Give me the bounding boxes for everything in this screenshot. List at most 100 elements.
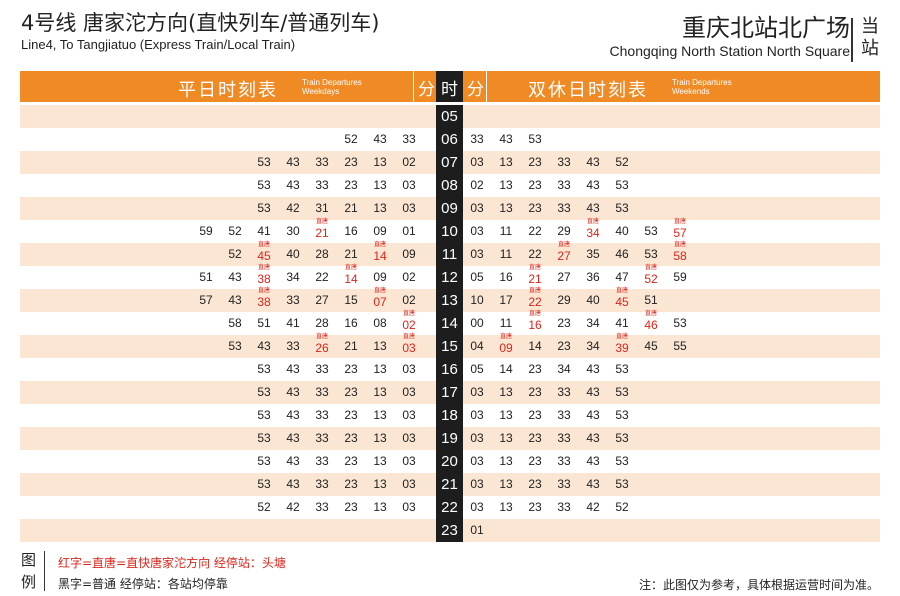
departure-minute: 57 (199, 293, 213, 307)
departure-minute: 43 (286, 155, 300, 169)
departure-minute: 03 (470, 155, 484, 169)
weekend-departure: 33 (551, 427, 577, 450)
weekend-departure: 11 (493, 243, 519, 266)
weekday-departure: 03 (396, 358, 422, 381)
weekday-departure: 09 (396, 243, 422, 266)
express-tag: 直唐 (586, 218, 599, 225)
departure-minute: 58 (673, 249, 687, 263)
departure-minute: 33 (315, 362, 329, 376)
weekend-departure: 23 (522, 450, 548, 473)
hour-cell: 16 (441, 361, 458, 378)
departure-minute: 42 (586, 500, 600, 514)
weekend-departure: 05 (464, 358, 490, 381)
departure-minute: 53 (615, 178, 629, 192)
weekday-departure: 13 (367, 473, 393, 496)
departure-minute: 43 (586, 155, 600, 169)
weekday-departure: 33 (309, 473, 335, 496)
departure-minute: 33 (557, 477, 571, 491)
departure-minute: 51 (199, 270, 213, 284)
departure-minute: 16 (499, 270, 513, 284)
weekend-departure-express: 直唐 09 (493, 333, 519, 358)
departure-minute: 09 (373, 270, 387, 284)
express-tag: 直唐 (557, 241, 570, 248)
departure-minute: 23 (528, 201, 542, 215)
weekday-departure: 21 (338, 335, 364, 358)
weekday-departure: 13 (367, 404, 393, 427)
weekend-departure: 35 (580, 243, 606, 266)
weekday-departure: 21 (338, 243, 364, 266)
departure-minute: 43 (286, 477, 300, 491)
departure-minute: 03 (402, 477, 416, 491)
weekday-departure: 23 (338, 450, 364, 473)
departure-minute: 36 (586, 270, 600, 284)
weekday-departure: 43 (280, 404, 306, 427)
weekend-departure-express: 直唐 45 (609, 287, 635, 312)
weekday-title: 平日时刻表 (178, 80, 278, 101)
weekend-departure: 52 (609, 151, 635, 174)
departure-minute: 03 (470, 201, 484, 215)
departure-minute: 23 (344, 178, 358, 192)
departure-minute: 13 (373, 500, 387, 514)
departure-minute: 14 (344, 272, 358, 286)
departure-minute: 51 (257, 316, 271, 330)
departure-minute: 43 (286, 385, 300, 399)
hour-cell: 15 (441, 338, 458, 355)
line-title: 4号线 唐家沱方向(直快列车/普通列车) (21, 11, 380, 35)
weekday-departure: 43 (280, 174, 306, 197)
departure-minute: 13 (499, 431, 513, 445)
departure-minute: 33 (557, 201, 571, 215)
departure-minute: 33 (286, 339, 300, 353)
departure-minute: 33 (557, 178, 571, 192)
weekend-departure: 33 (551, 151, 577, 174)
weekday-title-en: Train Departures Weekdays (302, 78, 362, 96)
departure-minute: 53 (228, 339, 242, 353)
express-tag: 直唐 (315, 333, 328, 340)
departure-minute: 57 (673, 226, 687, 240)
departure-minute: 53 (615, 431, 629, 445)
departure-minute: 23 (344, 155, 358, 169)
departure-minute: 43 (499, 132, 513, 146)
departure-minute: 05 (470, 270, 484, 284)
departure-minute: 03 (470, 408, 484, 422)
weekend-departure: 23 (522, 381, 548, 404)
weekday-departure: 41 (280, 312, 306, 335)
weekend-departure: 53 (609, 450, 635, 473)
departure-minute: 10 (470, 293, 484, 307)
departure-minute: 09 (402, 247, 416, 261)
weekday-departure: 09 (367, 266, 393, 289)
departure-minute: 16 (528, 318, 542, 332)
departure-minute: 23 (344, 385, 358, 399)
weekend-departure: 23 (522, 496, 548, 519)
weekday-departure: 33 (309, 404, 335, 427)
departure-minute: 03 (402, 201, 416, 215)
weekend-departure: 53 (638, 243, 664, 266)
departure-minute: 00 (470, 316, 484, 330)
express-tag: 直唐 (528, 287, 541, 294)
weekday-departure: 43 (280, 151, 306, 174)
weekend-departure-express: 直唐 22 (522, 287, 548, 312)
departure-minute: 22 (315, 270, 329, 284)
departure-minute: 28 (315, 316, 329, 330)
hour-cell: 13 (441, 292, 458, 309)
weekend-departure-express: 直唐 27 (551, 241, 577, 266)
weekend-departure: 16 (493, 266, 519, 289)
weekend-minute-label: 分 (467, 80, 484, 100)
header-divider (413, 71, 414, 102)
hour-cell: 23 (441, 522, 458, 539)
departure-minute: 05 (470, 362, 484, 376)
weekday-departure: 33 (309, 358, 335, 381)
weekday-departure: 53 (251, 381, 277, 404)
weekday-departure: 03 (396, 427, 422, 450)
departure-minute: 09 (373, 224, 387, 238)
departure-minute: 13 (373, 362, 387, 376)
departure-minute: 43 (586, 201, 600, 215)
express-tag: 直唐 (615, 287, 628, 294)
departure-minute: 09 (499, 341, 513, 355)
departure-minute: 02 (402, 293, 416, 307)
departure-minute: 46 (644, 318, 658, 332)
departure-minute: 53 (257, 408, 271, 422)
departure-minute: 53 (615, 408, 629, 422)
weekend-departure-express: 直唐 57 (667, 218, 693, 243)
weekday-departure: 57 (193, 289, 219, 312)
weekend-departure: 51 (638, 289, 664, 312)
